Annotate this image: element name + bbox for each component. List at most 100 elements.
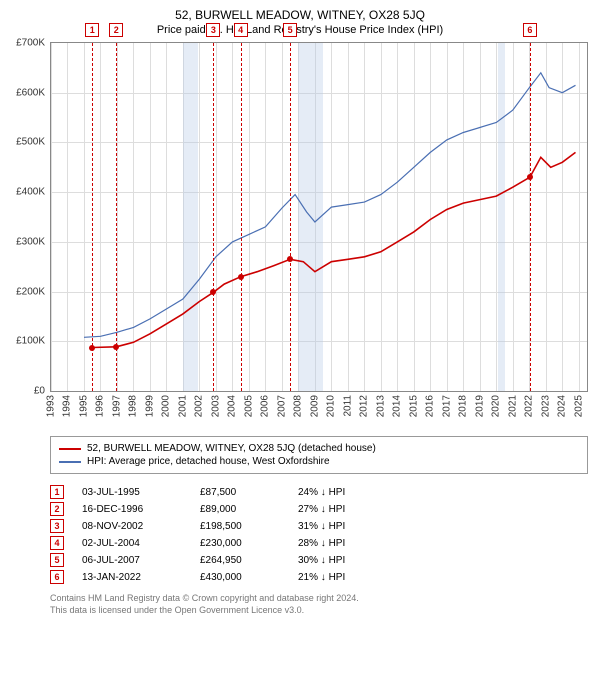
sales-table: 1 03-JUL-1995 £87,500 24% ↓ HPI 2 16-DEC-1996… (50, 482, 588, 587)
sale-marker-line (116, 43, 117, 391)
sales-table-row: 1 03-JUL-1995 £87,500 24% ↓ HPI (50, 485, 588, 499)
sale-date: 13-JAN-2022 (82, 572, 182, 583)
sale-date: 16-DEC-1996 (82, 504, 182, 515)
x-axis-tick-label: 2024 (557, 395, 568, 417)
x-axis-tick-label: 2021 (507, 395, 518, 417)
sale-marker-dot (113, 344, 119, 350)
sale-price: £264,950 (200, 555, 280, 566)
sale-price: £87,500 (200, 487, 280, 498)
legend-label: HPI: Average price, detached house, West… (87, 456, 330, 467)
x-axis-tick-label: 2005 (243, 395, 254, 417)
x-axis-tick-label: 2001 (177, 395, 188, 417)
x-axis-tick-label: 1999 (144, 395, 155, 417)
sales-table-row: 5 06-JUL-2007 £264,950 30% ↓ HPI (50, 553, 588, 567)
x-axis-tick-label: 1998 (128, 395, 139, 417)
x-axis-tick-label: 1996 (95, 395, 106, 417)
x-axis-tick-label: 2002 (194, 395, 205, 417)
sale-marker-badge: 6 (523, 23, 537, 37)
sale-marker-badge: 3 (206, 23, 220, 37)
sale-marker-dot (527, 174, 533, 180)
sale-date: 06-JUL-2007 (82, 555, 182, 566)
sale-price: £430,000 (200, 572, 280, 583)
y-axis-tick-label: £600K (16, 87, 45, 98)
sales-table-row: 2 16-DEC-1996 £89,000 27% ↓ HPI (50, 502, 588, 516)
footer-line: This data is licensed under the Open Gov… (50, 605, 588, 617)
y-axis-tick-label: £300K (16, 236, 45, 247)
sale-marker-dot (210, 289, 216, 295)
sale-date: 08-NOV-2002 (82, 521, 182, 532)
sale-marker-line (92, 43, 93, 391)
sale-price: £230,000 (200, 538, 280, 549)
x-axis-tick-label: 2018 (458, 395, 469, 417)
sale-pct-vs-hpi: 27% ↓ HPI (298, 504, 408, 515)
sale-row-badge: 3 (50, 519, 64, 533)
x-axis-tick-label: 2017 (441, 395, 452, 417)
sale-marker-line (290, 43, 291, 391)
x-axis-tick-label: 2009 (309, 395, 320, 417)
x-axis-tick-label: 2000 (161, 395, 172, 417)
x-axis-tick-label: 2003 (210, 395, 221, 417)
legend-item-hpi: HPI: Average price, detached house, West… (59, 456, 579, 467)
property-line (92, 152, 575, 347)
sale-row-badge: 6 (50, 570, 64, 584)
x-axis-tick-label: 2004 (227, 395, 238, 417)
sales-table-row: 4 02-JUL-2004 £230,000 28% ↓ HPI (50, 536, 588, 550)
sales-table-row: 6 13-JAN-2022 £430,000 21% ↓ HPI (50, 570, 588, 584)
sale-marker-line (241, 43, 242, 391)
legend-swatch (59, 461, 81, 463)
legend-item-property: 52, BURWELL MEADOW, WITNEY, OX28 5JQ (de… (59, 443, 579, 454)
y-axis-tick-label: £100K (16, 336, 45, 347)
x-axis-tick-label: 2008 (293, 395, 304, 417)
x-axis-tick-label: 1995 (78, 395, 89, 417)
sale-row-badge: 2 (50, 502, 64, 516)
sale-pct-vs-hpi: 21% ↓ HPI (298, 572, 408, 583)
x-axis-tick-label: 2019 (474, 395, 485, 417)
legend-swatch (59, 448, 81, 450)
y-axis-tick-label: £700K (16, 38, 45, 49)
sale-marker-line (530, 43, 531, 391)
x-axis-tick-label: 2006 (260, 395, 271, 417)
x-axis-tick-label: 2022 (524, 395, 535, 417)
sale-price: £89,000 (200, 504, 280, 515)
x-axis-tick-label: 2010 (326, 395, 337, 417)
x-axis-tick-label: 2015 (408, 395, 419, 417)
sale-date: 03-JUL-1995 (82, 487, 182, 498)
hpi-line (84, 73, 576, 338)
sale-marker-badge: 5 (283, 23, 297, 37)
sale-price: £198,500 (200, 521, 280, 532)
sale-marker-badge: 1 (85, 23, 99, 37)
x-axis-tick-label: 2023 (540, 395, 551, 417)
sales-table-row: 3 08-NOV-2002 £198,500 31% ↓ HPI (50, 519, 588, 533)
y-axis-tick-label: £400K (16, 187, 45, 198)
y-axis-tick-label: £0 (34, 386, 45, 397)
sale-row-badge: 5 (50, 553, 64, 567)
x-axis-tick-label: 2011 (342, 395, 353, 417)
sale-row-badge: 1 (50, 485, 64, 499)
sale-marker-dot (89, 345, 95, 351)
chart-legend: 52, BURWELL MEADOW, WITNEY, OX28 5JQ (de… (50, 436, 588, 474)
sale-marker-badge: 4 (234, 23, 248, 37)
x-axis-tick-label: 2016 (425, 395, 436, 417)
sale-pct-vs-hpi: 28% ↓ HPI (298, 538, 408, 549)
sale-date: 02-JUL-2004 (82, 538, 182, 549)
x-axis-tick-label: 2013 (375, 395, 386, 417)
sale-pct-vs-hpi: 24% ↓ HPI (298, 487, 408, 498)
x-axis-tick-label: 1993 (46, 395, 57, 417)
x-axis-tick-label: 1994 (62, 395, 73, 417)
x-axis-tick-label: 1997 (111, 395, 122, 417)
legend-label: 52, BURWELL MEADOW, WITNEY, OX28 5JQ (de… (87, 443, 376, 454)
sale-marker-line (213, 43, 214, 391)
footer-line: Contains HM Land Registry data © Crown c… (50, 593, 588, 605)
sale-pct-vs-hpi: 30% ↓ HPI (298, 555, 408, 566)
x-axis-tick-label: 2012 (359, 395, 370, 417)
x-axis-tick-label: 2014 (392, 395, 403, 417)
price-chart: £0£100K£200K£300K£400K£500K£600K£700K199… (50, 42, 588, 392)
sale-marker-badge: 2 (109, 23, 123, 37)
footer-attribution: Contains HM Land Registry data © Crown c… (50, 593, 588, 616)
sale-pct-vs-hpi: 31% ↓ HPI (298, 521, 408, 532)
y-axis-tick-label: £500K (16, 137, 45, 148)
page-title: 52, BURWELL MEADOW, WITNEY, OX28 5JQ (12, 8, 588, 22)
sale-marker-dot (287, 256, 293, 262)
sale-row-badge: 4 (50, 536, 64, 550)
x-axis-tick-label: 2020 (491, 395, 502, 417)
